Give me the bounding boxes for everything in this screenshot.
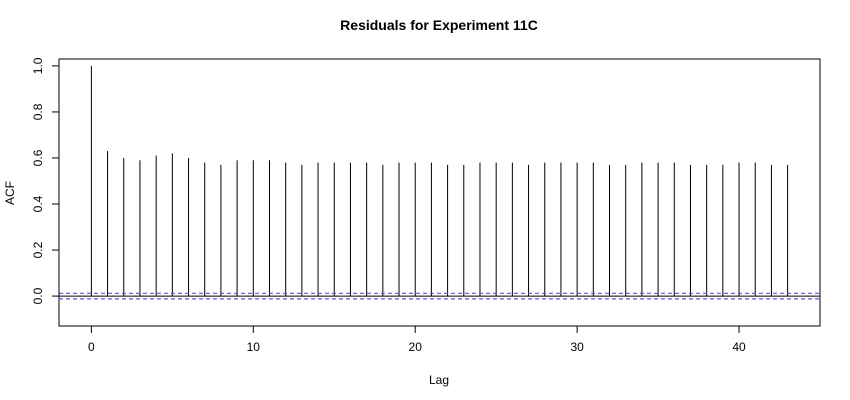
y-axis-label: ACF: [3, 181, 17, 205]
y-tick-label: 1.0: [31, 57, 45, 74]
confidence-band: [59, 292, 820, 300]
y-tick-label: 0.8: [31, 103, 45, 120]
y-tick-label: 0.6: [31, 149, 45, 166]
chart-title: Residuals for Experiment 11C: [340, 17, 538, 33]
x-axis-label: Lag: [429, 373, 449, 387]
x-tick-label: 20: [409, 340, 423, 354]
x-tick-label: 30: [570, 340, 584, 354]
acf-bars: [90, 65, 789, 297]
x-tick-label: 0: [88, 340, 95, 354]
x-tick-label: 40: [732, 340, 746, 354]
y-tick-label: 0.4: [31, 195, 45, 212]
x-axis: 0 10 20 30 40: [88, 325, 746, 354]
y-tick-label: 0.0: [31, 287, 45, 304]
x-tick-label: 10: [247, 340, 261, 354]
y-tick-label: 0.2: [31, 241, 45, 258]
plot-frame: [58, 58, 821, 327]
y-axis: 0.0 0.2 0.4 0.6 0.8 1.0: [31, 57, 60, 304]
